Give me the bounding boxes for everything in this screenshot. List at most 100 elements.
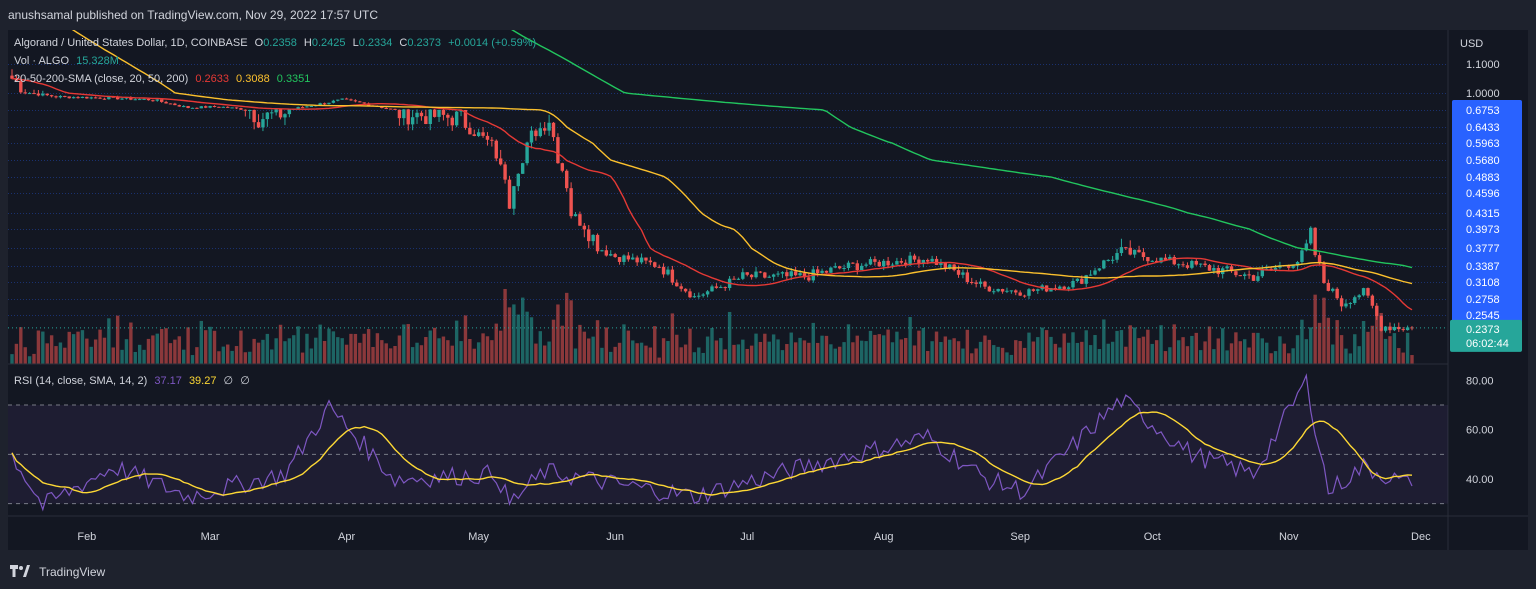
candle-body	[406, 109, 410, 125]
candle-body	[859, 265, 864, 271]
candle-body	[322, 103, 327, 105]
chart-area[interactable]: USD 1.1000 1.0000 0.6753 0.6433 0.5963 0.5680 0…	[8, 19, 1528, 550]
volume-bar	[600, 347, 604, 364]
volume-bar	[1335, 320, 1339, 364]
candle-body	[142, 98, 146, 100]
candle-body	[1022, 295, 1027, 297]
candle-body	[1357, 295, 1361, 298]
volume-bar	[80, 330, 85, 364]
candle-body	[582, 225, 587, 230]
close-value: 0.2373	[407, 37, 442, 49]
volume-bar	[948, 339, 952, 364]
volume-bar	[648, 347, 653, 364]
volume-bar	[1366, 331, 1370, 364]
volume-bar	[450, 345, 454, 364]
volume-bar	[1401, 352, 1405, 364]
volume-bar	[798, 337, 802, 364]
volume-bar	[309, 348, 314, 364]
volume-bar	[1084, 330, 1088, 364]
candle-body	[274, 109, 278, 113]
volume-bar	[1357, 346, 1361, 364]
candle-body	[1168, 256, 1172, 260]
candle-body	[754, 271, 758, 278]
volume-bar	[296, 326, 300, 364]
volume-bar	[1243, 339, 1247, 364]
volume-bar	[749, 345, 754, 364]
volume-bar	[204, 330, 208, 364]
candle-body	[992, 291, 996, 293]
volume-bar	[1066, 342, 1071, 364]
candle-body	[1392, 326, 1397, 331]
volume-bar	[1080, 341, 1084, 364]
candle-body	[1234, 271, 1238, 276]
candle-body	[459, 109, 463, 112]
candle-body	[1115, 253, 1119, 260]
volume-bar	[547, 341, 551, 364]
volume-bar	[1150, 343, 1154, 364]
price-axis-label: 1.0000	[1466, 88, 1500, 100]
volume-bar	[1383, 338, 1388, 364]
candle-body	[384, 108, 388, 110]
chart-svg[interactable]: USD 1.1000 1.0000 0.6753 0.6433 0.5963 0.5680 0…	[8, 19, 1528, 550]
volume-bar	[1361, 321, 1366, 364]
volume-bar	[1031, 341, 1036, 364]
volume-bar	[714, 340, 719, 364]
candle-body	[151, 100, 155, 102]
volume-bar	[1251, 332, 1256, 364]
candle-body	[1313, 227, 1317, 256]
candle-body	[1163, 257, 1168, 260]
candle-body	[432, 109, 437, 117]
volume-bar	[419, 345, 424, 364]
rsi-axis[interactable]: 80.00 60.00 40.00	[1466, 375, 1494, 486]
candle-body	[450, 117, 454, 126]
rsi-sma-line	[11, 411, 1413, 496]
volume-bar	[1220, 328, 1225, 364]
candle-body	[573, 214, 578, 217]
candle-body	[120, 98, 124, 100]
candle-body	[208, 106, 212, 108]
candle-body	[1383, 326, 1388, 331]
time-axis[interactable]: Feb Mar Apr May Jun Jul Aug Sep Oct Nov Dec	[77, 531, 1431, 543]
volume-bar	[1207, 326, 1212, 364]
volume-bar	[1005, 352, 1009, 364]
candle-body	[679, 286, 683, 289]
candle-body	[1309, 227, 1313, 244]
volume-bar	[529, 317, 534, 364]
volume-bar	[1397, 348, 1401, 364]
candle-body	[736, 278, 741, 280]
volume-bar	[1093, 335, 1097, 364]
volume-bar	[1185, 346, 1190, 364]
candle-body	[1181, 264, 1185, 266]
candle-body	[1375, 305, 1379, 317]
volume-bar	[498, 330, 503, 364]
volume-bar	[569, 300, 573, 364]
price-axis[interactable]: USD 1.1000 1.0000 0.6753 0.6433 0.5963 0.5680 0…	[8, 38, 1522, 352]
volume-bar	[767, 341, 771, 364]
volume-bar	[503, 289, 507, 364]
candle-body	[107, 96, 111, 100]
volume-bar	[1146, 329, 1150, 364]
volume-bar	[32, 353, 36, 364]
volume-layer	[10, 289, 1414, 364]
volume-bar	[371, 346, 375, 364]
candle-body	[864, 264, 868, 266]
volume-bar	[846, 324, 851, 364]
candle-body	[217, 106, 221, 108]
volume-bar	[820, 335, 824, 364]
candle-body	[1053, 288, 1058, 290]
volume-bar	[705, 336, 710, 364]
candle-body	[287, 109, 292, 115]
price-axis-label: 0.4315	[1466, 208, 1500, 220]
volume-bar	[635, 343, 639, 364]
volume-bar	[939, 342, 943, 364]
volume-bar	[754, 333, 758, 364]
candle-body	[520, 163, 525, 174]
volume-bar	[868, 330, 873, 364]
candle-body	[1172, 256, 1176, 265]
price-axis-label: 0.2545	[1466, 310, 1500, 322]
high-label: H	[303, 37, 312, 49]
candle-body	[626, 255, 631, 260]
volume-bar	[102, 337, 107, 364]
candle-body	[63, 95, 67, 97]
candle-body	[1027, 289, 1031, 296]
